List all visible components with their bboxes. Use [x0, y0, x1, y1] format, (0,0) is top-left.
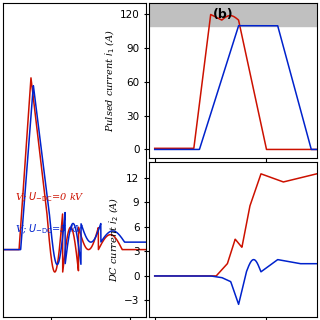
Y-axis label: DC current $i_2$ (A): DC current $i_2$ (A) — [108, 196, 121, 282]
Text: V; $U_{\mathrm{-DC}}$=5 kV: V; $U_{\mathrm{-DC}}$=5 kV — [15, 222, 84, 236]
Bar — [149, 3, 317, 26]
Y-axis label: Pulsed current $i_1$ (A): Pulsed current $i_1$ (A) — [103, 29, 117, 132]
Text: V; $U_{\mathrm{-DC}}$=0 kV: V; $U_{\mathrm{-DC}}$=0 kV — [15, 191, 84, 204]
Text: (b): (b) — [213, 8, 234, 21]
